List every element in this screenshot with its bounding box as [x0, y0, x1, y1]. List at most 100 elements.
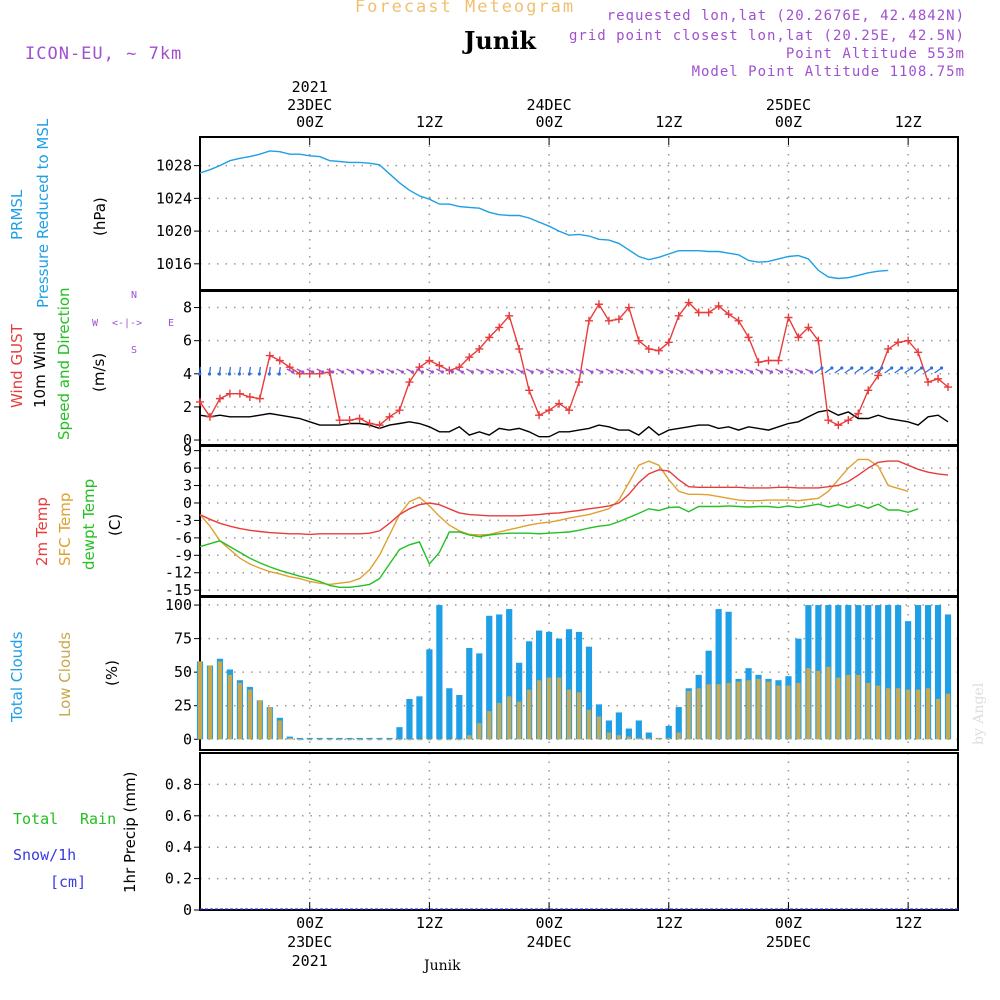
- gridpoint-coords: grid point closest lon,lat (20.25E, 42.5…: [568, 28, 965, 44]
- gust-marker: [485, 333, 494, 342]
- wind-speed-line: [199, 409, 949, 438]
- wind-direction-arrow-head: [560, 370, 564, 374]
- bottom-hour-label: 00Z: [536, 914, 563, 932]
- precip-legend-total: Total: [13, 810, 59, 828]
- y-tick-label: 2: [183, 398, 192, 416]
- total-cloud-bar: [905, 621, 912, 740]
- total-cloud-bar: [675, 707, 682, 740]
- low-cloud-bar: [277, 720, 282, 740]
- gust-marker: [734, 316, 743, 325]
- y-tick-label: 0: [183, 431, 192, 449]
- y-tick-label: 0.8: [165, 775, 192, 793]
- y-tick-label: 3: [183, 477, 192, 495]
- low-cloud-bar: [537, 680, 542, 740]
- low-cloud-bar: [407, 739, 412, 741]
- gust-marker: [475, 344, 484, 353]
- gust-marker: [604, 316, 613, 325]
- top-date-label: 23DEC: [287, 96, 332, 114]
- low-cloud-bar: [417, 739, 422, 741]
- gust-marker: [754, 358, 763, 367]
- y-tick-label: 100: [165, 596, 192, 614]
- total-cloud-bar: [356, 737, 363, 740]
- wind-direction-arrow-head: [237, 372, 241, 376]
- total-cloud-bar: [565, 629, 573, 740]
- total-cloud-bar: [944, 614, 952, 740]
- top-hour-label: 00Z: [775, 113, 802, 131]
- total-cloud-bar: [296, 737, 303, 740]
- low-cloud-bar: [606, 732, 612, 740]
- gust-marker: [196, 397, 204, 406]
- wind-direction-arrow-head: [590, 370, 594, 374]
- gust-marker: [864, 386, 873, 395]
- bottom-hour-label: 00Z: [296, 914, 323, 932]
- model-point-altitude: Model Point Altitude 1108.75m: [691, 64, 965, 80]
- y-tick-label: 75: [174, 630, 192, 648]
- low-cloud-bar: [766, 681, 771, 740]
- gust-marker: [694, 308, 703, 317]
- wind-direction-arrow-head: [789, 370, 794, 374]
- wind-direction-arrow-head: [670, 370, 674, 374]
- wind-direction-arrow-head: [207, 372, 212, 376]
- low-cloud-bar: [207, 665, 213, 740]
- y-tick-label: -6: [174, 529, 192, 547]
- gust-marker: [744, 333, 753, 342]
- wind-direction-arrow-head: [580, 370, 584, 374]
- low-cloud-bar: [517, 701, 522, 740]
- low-cloud-bar: [896, 688, 901, 740]
- low-cloud-bar: [347, 739, 352, 741]
- total-cloud-bar: [645, 732, 652, 740]
- total-cloud-bar: [366, 737, 373, 740]
- y-tick-label: 50: [174, 663, 192, 681]
- low-cloud-bar: [327, 739, 332, 741]
- gust-marker: [614, 315, 623, 324]
- total-cloud-bar: [835, 605, 842, 740]
- gust-marker: [904, 336, 913, 345]
- wind-direction-arrow-head: [799, 370, 804, 374]
- low-cloud-bar: [816, 670, 821, 740]
- low-cloud-bar: [397, 739, 402, 741]
- gust-marker: [644, 344, 653, 353]
- gust-marker: [375, 421, 384, 430]
- total-cloud-bar: [585, 646, 593, 740]
- total-cloud-bar: [665, 725, 672, 740]
- wind-direction-arrow-head: [490, 370, 494, 374]
- total-cloud-bar: [446, 688, 453, 740]
- model-label: ICON-EU, ~ 7km: [25, 44, 183, 64]
- low-cloud-bar: [437, 739, 442, 741]
- wind-direction-arrow-head: [520, 370, 524, 374]
- y-tick-label: 0: [183, 730, 192, 748]
- low-cloud-bar: [457, 739, 462, 741]
- gust-marker: [225, 389, 234, 398]
- wind-direction-arrow-head: [630, 370, 634, 374]
- total-cloud-bar: [456, 694, 463, 740]
- low-cloud-bar: [477, 723, 482, 740]
- wind-direction-arrow-head: [830, 366, 834, 370]
- y-tick-label: -3: [174, 511, 192, 529]
- gust-marker: [674, 311, 683, 320]
- low-cloud-bar: [527, 689, 532, 740]
- gust-marker: [914, 348, 923, 357]
- low-cloud-bar: [497, 703, 502, 740]
- panel-frame: [199, 136, 959, 291]
- y-tick-label: 4: [183, 365, 192, 383]
- wind-direction-arrow-head: [470, 370, 474, 374]
- low-cloud-bar: [945, 693, 951, 740]
- gust-marker: [854, 409, 863, 418]
- wind-direction-arrow-head: [267, 372, 271, 376]
- low-cloud-bar: [197, 661, 203, 740]
- wind-direction-arrow-head: [301, 370, 305, 374]
- low-cloud-bar: [576, 692, 582, 740]
- precip-legend-cm: [cm]: [50, 873, 87, 891]
- gust-marker: [834, 421, 843, 430]
- low-cloud-bar: [916, 689, 921, 740]
- low-cloud-bar: [307, 739, 312, 741]
- y-tick-label: 25: [174, 697, 192, 715]
- wind-direction-arrow-head: [420, 370, 425, 374]
- gust-marker: [634, 336, 643, 345]
- low-cloud-bar: [237, 682, 242, 740]
- low-cloud-bar: [217, 661, 223, 740]
- total-cloud-bar: [386, 737, 393, 740]
- gust-marker: [874, 371, 883, 380]
- gust-marker: [934, 374, 943, 383]
- total-cloud-bar: [396, 727, 403, 740]
